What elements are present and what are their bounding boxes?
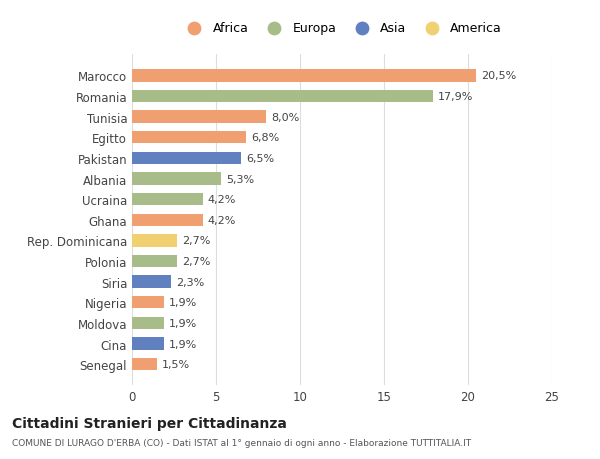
Text: 6,8%: 6,8% <box>251 133 280 143</box>
Text: 17,9%: 17,9% <box>438 92 473 102</box>
Text: 5,3%: 5,3% <box>226 174 254 184</box>
Text: 2,7%: 2,7% <box>182 257 211 267</box>
Text: 1,9%: 1,9% <box>169 318 197 328</box>
Text: 4,2%: 4,2% <box>208 215 236 225</box>
Text: Cittadini Stranieri per Cittadinanza: Cittadini Stranieri per Cittadinanza <box>12 416 287 430</box>
Text: 6,5%: 6,5% <box>246 154 274 163</box>
Bar <box>132 70 476 83</box>
Bar <box>132 173 221 185</box>
Legend: Africa, Europa, Asia, America: Africa, Europa, Asia, America <box>178 18 506 39</box>
Text: COMUNE DI LURAGO D'ERBA (CO) - Dati ISTAT al 1° gennaio di ogni anno - Elaborazi: COMUNE DI LURAGO D'ERBA (CO) - Dati ISTA… <box>12 438 471 447</box>
Bar <box>132 338 164 350</box>
Text: 2,3%: 2,3% <box>176 277 204 287</box>
Bar <box>132 111 266 123</box>
Bar <box>132 358 157 370</box>
Bar <box>132 255 178 268</box>
Bar <box>132 317 164 330</box>
Bar <box>132 152 241 165</box>
Bar <box>132 276 170 288</box>
Text: 4,2%: 4,2% <box>208 195 236 205</box>
Bar <box>132 91 433 103</box>
Text: 1,5%: 1,5% <box>162 359 190 369</box>
Bar <box>132 214 203 226</box>
Bar <box>132 297 164 309</box>
Bar <box>132 194 203 206</box>
Text: 2,7%: 2,7% <box>182 236 211 246</box>
Text: 8,0%: 8,0% <box>271 112 299 123</box>
Text: 1,9%: 1,9% <box>169 339 197 349</box>
Text: 20,5%: 20,5% <box>481 71 517 81</box>
Bar <box>132 235 178 247</box>
Bar <box>132 132 246 144</box>
Text: 1,9%: 1,9% <box>169 297 197 308</box>
